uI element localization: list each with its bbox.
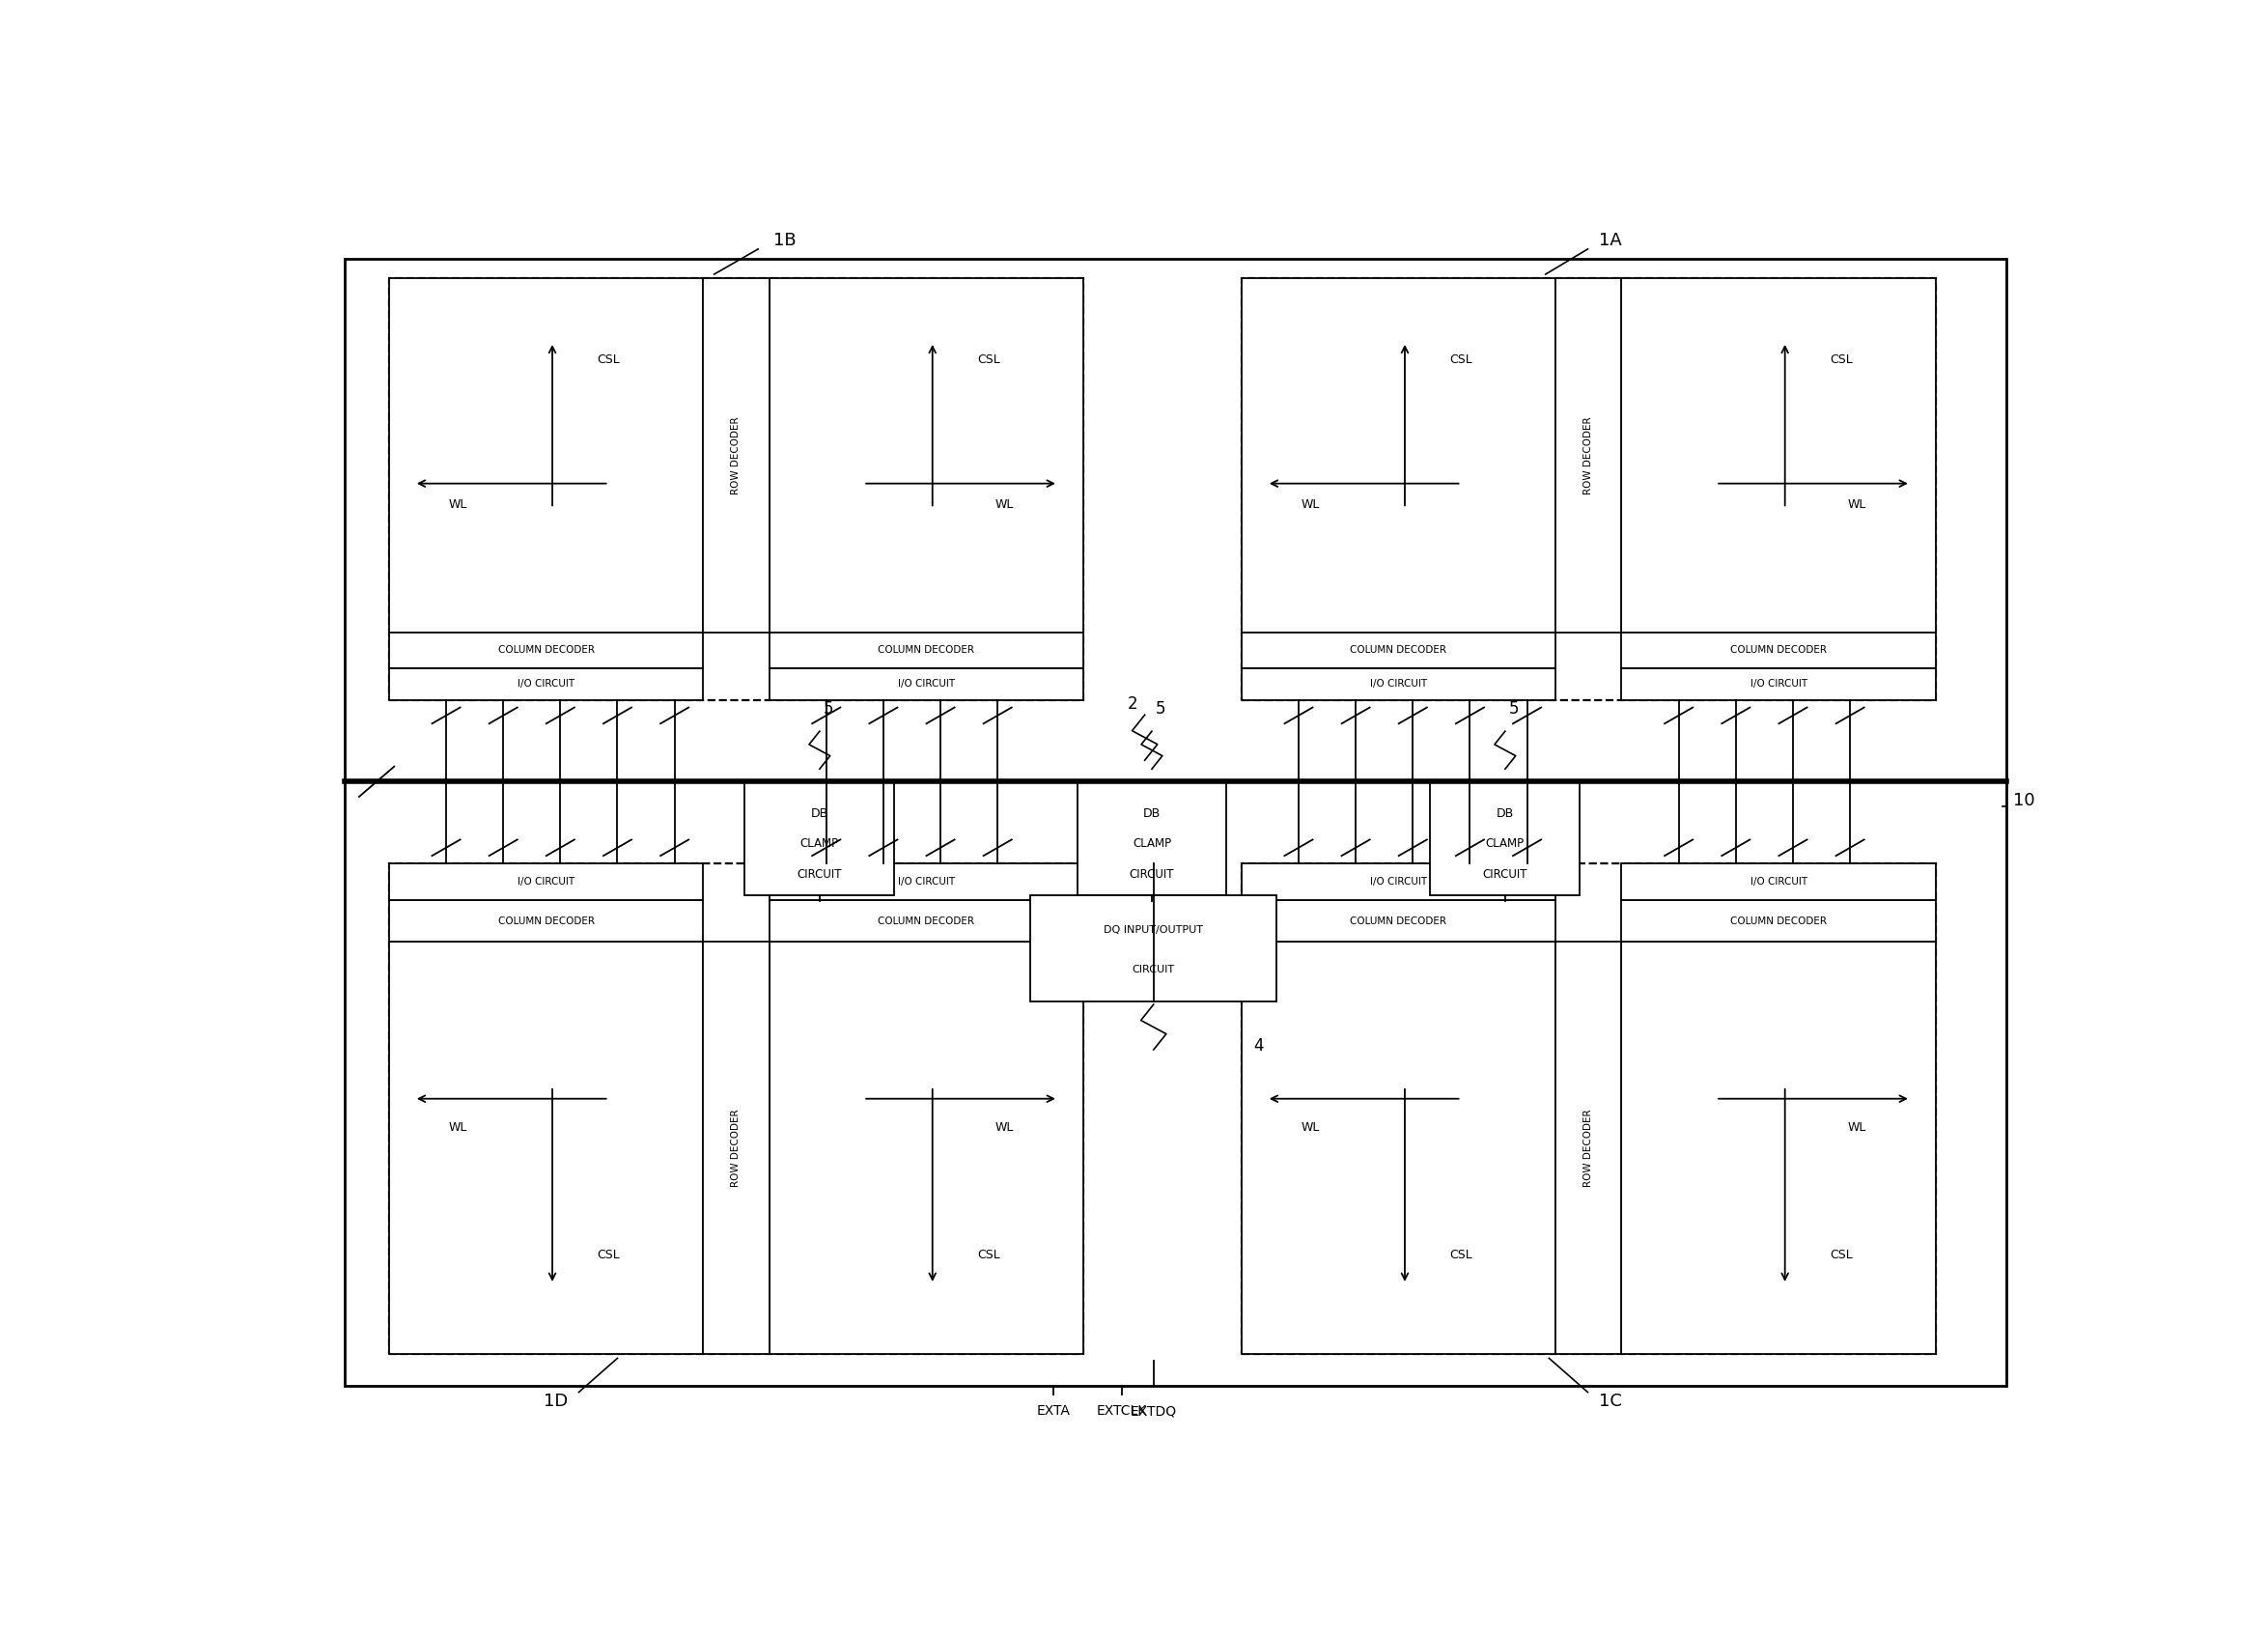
Bar xyxy=(769,669,1084,700)
Text: CSL: CSL xyxy=(1830,1249,1853,1262)
Bar xyxy=(1622,278,1937,633)
Text: I/O CIRCUIT: I/O CIRCUIT xyxy=(898,876,955,886)
Text: DB: DB xyxy=(1497,808,1515,819)
Text: WL: WL xyxy=(1302,499,1320,512)
Bar xyxy=(390,669,703,700)
Bar xyxy=(390,863,1084,1354)
Text: COLUMN DECODER: COLUMN DECODER xyxy=(878,916,975,925)
Text: ROW DECODER: ROW DECODER xyxy=(1583,417,1594,494)
Text: WL: WL xyxy=(449,1122,467,1135)
Text: ROW DECODER: ROW DECODER xyxy=(1583,1109,1594,1187)
Bar xyxy=(1241,669,1556,700)
Bar xyxy=(1241,633,1556,669)
Text: ROW DECODER: ROW DECODER xyxy=(730,417,742,494)
Bar xyxy=(1622,942,1937,1354)
Text: CLAMP: CLAMP xyxy=(1486,837,1524,850)
Text: 5: 5 xyxy=(823,700,832,718)
Text: DQ INPUT/OUTPUT: DQ INPUT/OUTPUT xyxy=(1105,925,1204,935)
Bar xyxy=(1622,633,1937,669)
Text: WL: WL xyxy=(996,499,1014,512)
Text: I/O CIRCUIT: I/O CIRCUIT xyxy=(1751,679,1808,688)
Text: 4: 4 xyxy=(1254,1037,1263,1055)
Text: COLUMN DECODER: COLUMN DECODER xyxy=(1349,916,1447,925)
Bar xyxy=(1622,863,1937,901)
Text: WL: WL xyxy=(449,499,467,512)
Bar xyxy=(1241,863,1556,901)
Bar xyxy=(390,278,703,633)
Text: I/O CIRCUIT: I/O CIRCUIT xyxy=(898,679,955,688)
Text: DB: DB xyxy=(1143,808,1161,819)
Text: 10: 10 xyxy=(2012,791,2034,809)
Text: I/O CIRCUIT: I/O CIRCUIT xyxy=(517,679,574,688)
Text: CSL: CSL xyxy=(596,1249,621,1262)
Text: CSL: CSL xyxy=(978,353,1000,366)
Text: ROW DECODER: ROW DECODER xyxy=(730,1109,742,1187)
Text: CSL: CSL xyxy=(978,1249,1000,1262)
Bar xyxy=(345,260,2005,1386)
Bar xyxy=(1556,278,1622,633)
Bar xyxy=(769,942,1084,1354)
Text: CSL: CSL xyxy=(1449,353,1472,366)
Text: 2: 2 xyxy=(1127,695,1139,713)
Bar xyxy=(744,782,894,894)
Text: 1B: 1B xyxy=(773,232,796,249)
Text: I/O CIRCUIT: I/O CIRCUIT xyxy=(517,876,574,886)
Text: COLUMN DECODER: COLUMN DECODER xyxy=(497,916,594,925)
Bar xyxy=(1241,278,1556,633)
Text: CSL: CSL xyxy=(596,353,621,366)
Bar xyxy=(1431,782,1581,894)
Text: WL: WL xyxy=(1848,499,1867,512)
Bar xyxy=(1622,669,1937,700)
Text: COLUMN DECODER: COLUMN DECODER xyxy=(497,646,594,656)
Text: COLUMN DECODER: COLUMN DECODER xyxy=(1730,646,1828,656)
Text: CSL: CSL xyxy=(1449,1249,1472,1262)
Bar xyxy=(390,901,703,942)
Bar xyxy=(703,278,769,633)
Text: 5: 5 xyxy=(1508,700,1520,718)
Text: EXTCLK: EXTCLK xyxy=(1098,1404,1148,1418)
Text: I/O CIRCUIT: I/O CIRCUIT xyxy=(1370,679,1427,688)
Bar xyxy=(1241,278,1937,700)
Text: CIRCUIT: CIRCUIT xyxy=(1129,868,1175,881)
Bar xyxy=(1241,863,1937,1354)
Text: COLUMN DECODER: COLUMN DECODER xyxy=(878,646,975,656)
Text: COLUMN DECODER: COLUMN DECODER xyxy=(1349,646,1447,656)
Bar xyxy=(390,942,703,1354)
Bar xyxy=(1241,942,1556,1354)
Bar xyxy=(1030,894,1277,1002)
Text: CIRCUIT: CIRCUIT xyxy=(796,868,841,881)
Bar xyxy=(1622,901,1937,942)
Bar xyxy=(769,863,1084,901)
Text: WL: WL xyxy=(1848,1122,1867,1135)
Bar xyxy=(1077,782,1227,894)
Text: 1C: 1C xyxy=(1599,1393,1622,1409)
Text: WL: WL xyxy=(996,1122,1014,1135)
Text: WL: WL xyxy=(1302,1122,1320,1135)
Text: CLAMP: CLAMP xyxy=(801,837,839,850)
Text: CIRCUIT: CIRCUIT xyxy=(1132,965,1175,974)
Text: I/O CIRCUIT: I/O CIRCUIT xyxy=(1370,876,1427,886)
Text: CIRCUIT: CIRCUIT xyxy=(1483,868,1529,881)
Bar xyxy=(1556,942,1622,1354)
Text: COLUMN DECODER: COLUMN DECODER xyxy=(1730,916,1828,925)
Text: DB: DB xyxy=(810,808,828,819)
Text: I/O CIRCUIT: I/O CIRCUIT xyxy=(1751,876,1808,886)
Bar xyxy=(390,278,1084,700)
Bar xyxy=(390,633,703,669)
Bar xyxy=(769,901,1084,942)
Bar xyxy=(703,942,769,1354)
Text: 1A: 1A xyxy=(1599,232,1622,249)
Text: CSL: CSL xyxy=(1830,353,1853,366)
Bar xyxy=(1241,901,1556,942)
Text: 5: 5 xyxy=(1154,700,1166,718)
Bar xyxy=(769,633,1084,669)
Bar xyxy=(390,863,703,901)
Bar xyxy=(769,278,1084,633)
Text: EXTA: EXTA xyxy=(1036,1404,1070,1418)
Text: EXTDQ: EXTDQ xyxy=(1129,1404,1177,1418)
Text: 1D: 1D xyxy=(544,1393,567,1409)
Text: CLAMP: CLAMP xyxy=(1132,837,1170,850)
